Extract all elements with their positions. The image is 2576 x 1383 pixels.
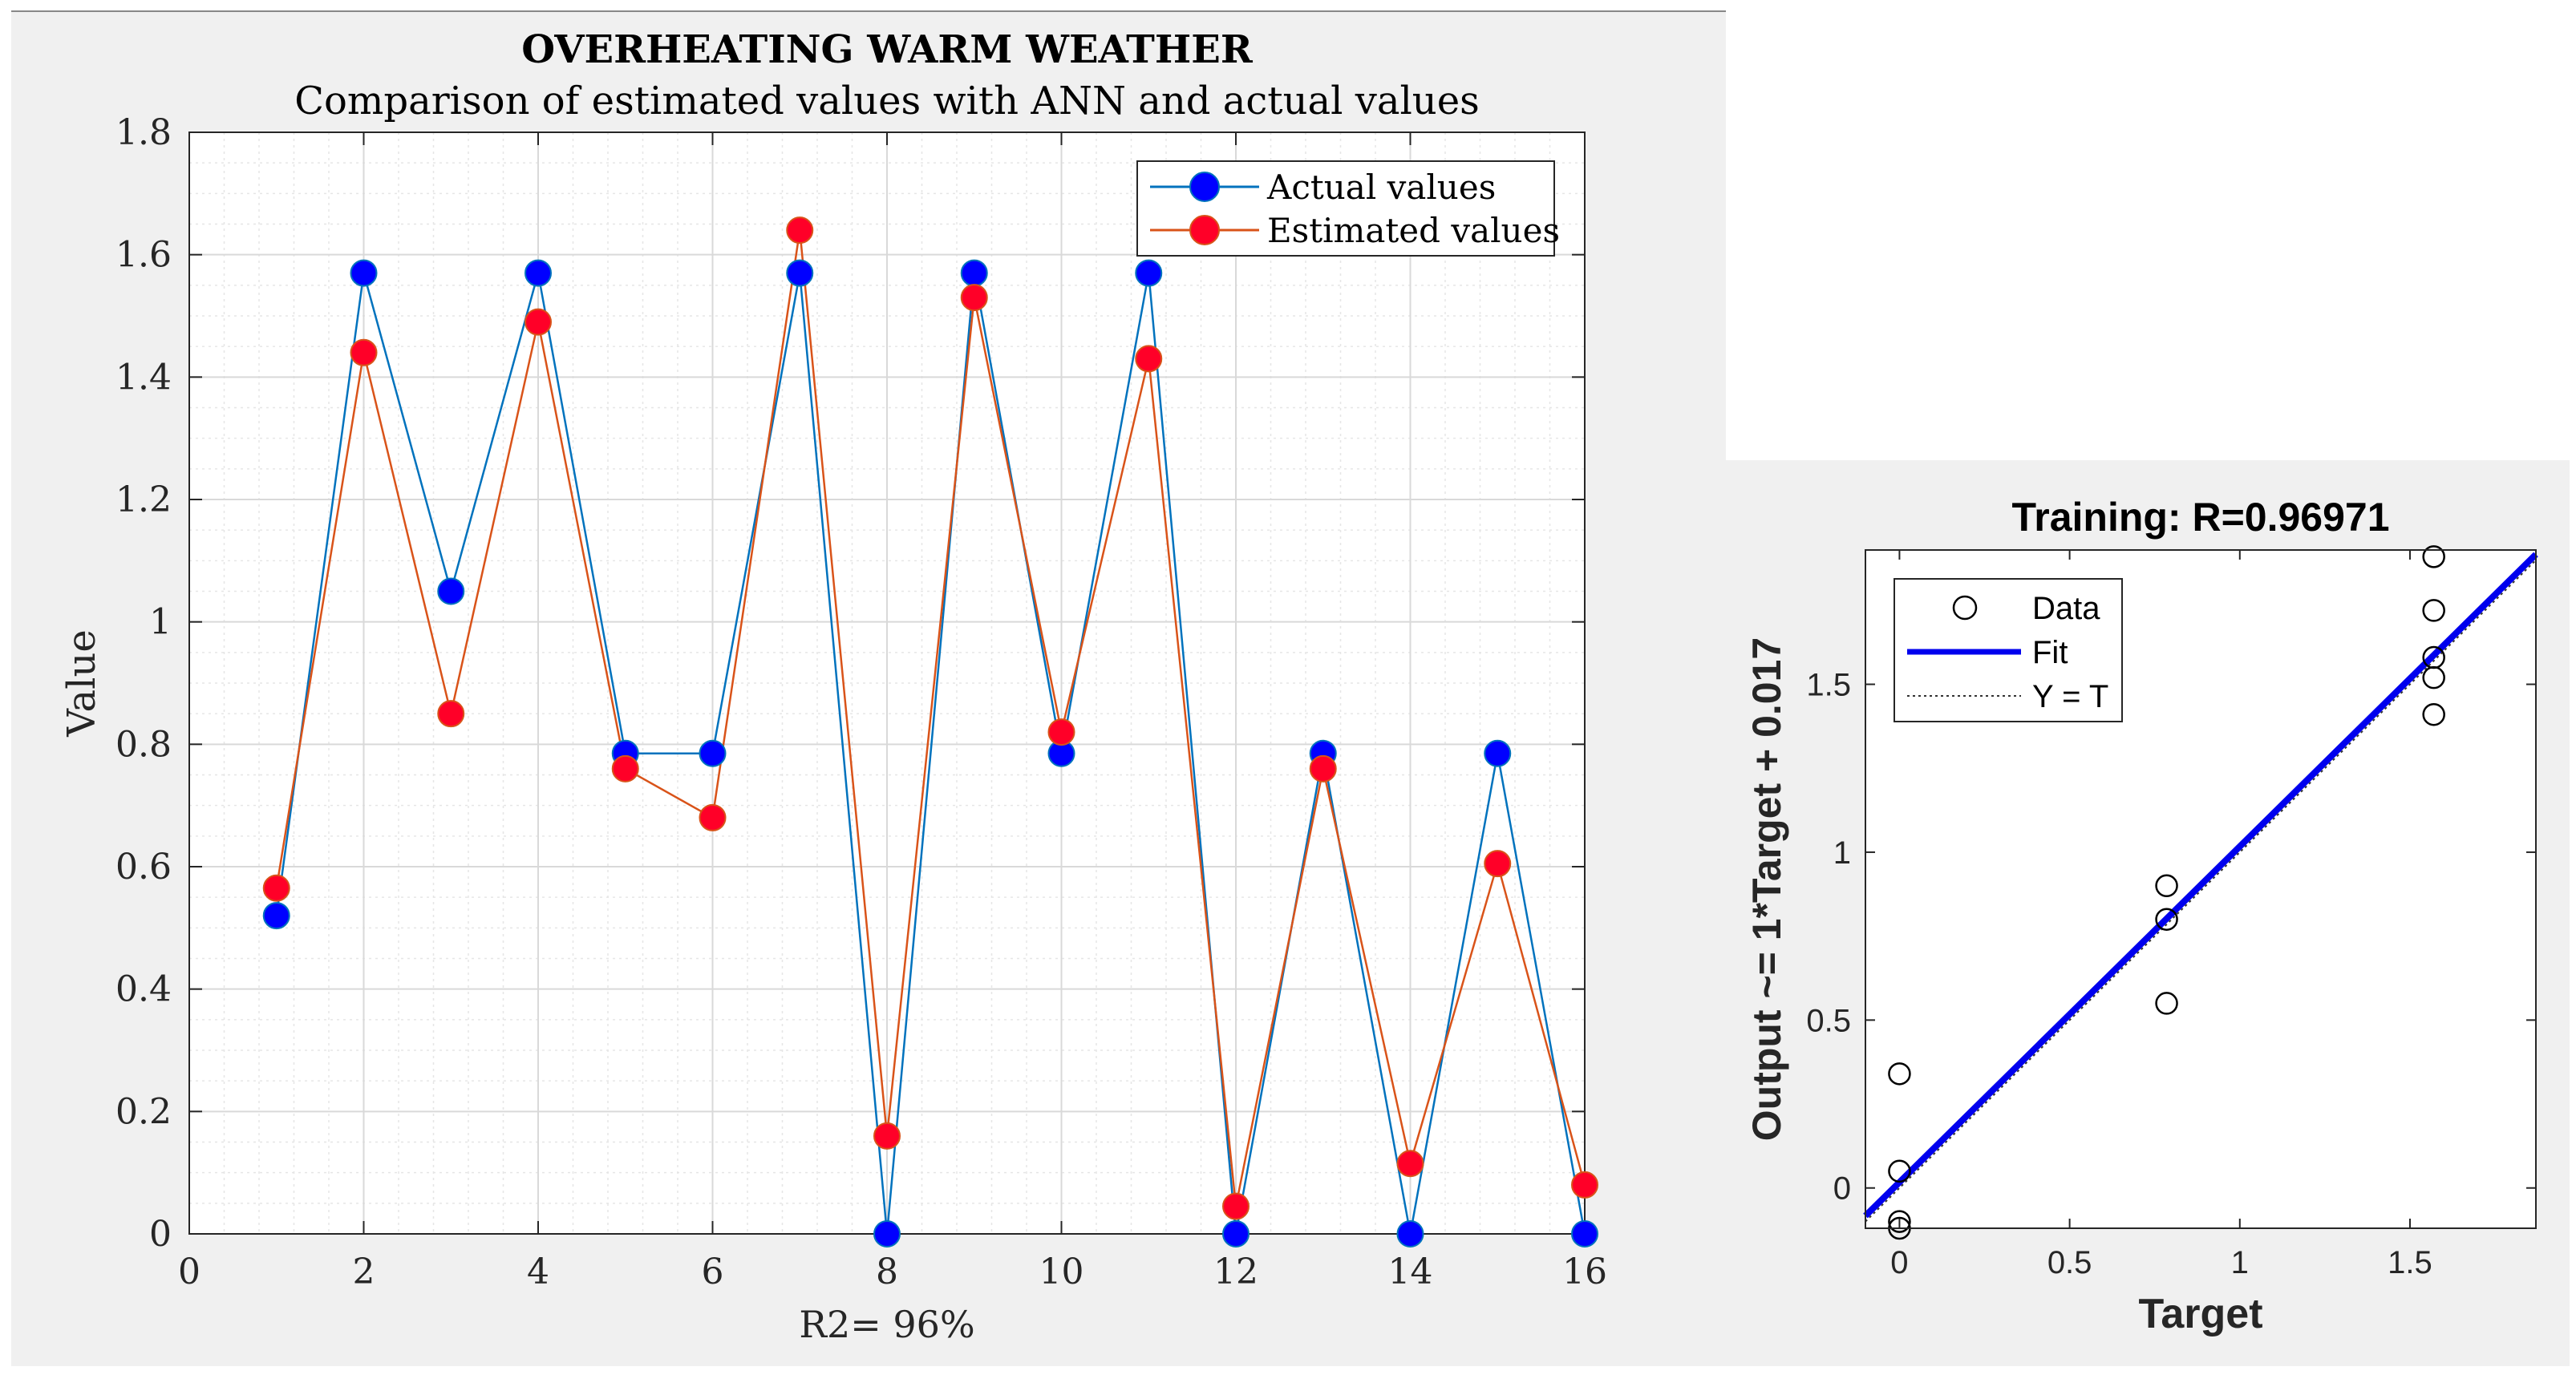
data-point-actual (1484, 739, 1512, 767)
data-point-estimated (611, 754, 639, 782)
legend-estimated-label: Estimated values (1267, 211, 1560, 250)
legend: Actual values Estimated values (1136, 160, 1560, 257)
x-axis-label: R2= 96% (799, 1303, 974, 1346)
data-point-estimated (1309, 754, 1337, 782)
y-tick-label: 1.5 (1806, 668, 1851, 703)
x-tick-label: 12 (1213, 1252, 1258, 1292)
tick-marks (1865, 550, 2536, 1228)
legend-fit-label: Fit (2032, 635, 2068, 670)
y-tick-label: 1.6 (115, 235, 172, 276)
y-tick-label: 0.4 (115, 969, 172, 1010)
regression-chart: 0 0.5 1 1.5 0 0.5 1 1.5 Training: R=0.96971 Ta… (1744, 495, 2538, 1337)
x-tick-label: 4 (527, 1252, 549, 1292)
legend-yt-label: Y = T (2032, 679, 2108, 714)
data-point-actual (1396, 1220, 1424, 1248)
fit-line (1863, 552, 2538, 1219)
x-tick-label: 2 (353, 1252, 375, 1292)
data-point-estimated (262, 874, 290, 902)
data-point-estimated (1571, 1171, 1598, 1199)
data-point-estimated (699, 803, 727, 831)
data-point-actual (350, 259, 378, 287)
data-point-actual (262, 902, 290, 930)
chart-subtitle: Comparison of estimated values with ANN … (294, 79, 1480, 123)
chart-title: OVERHEATING WARM WEATHER (521, 27, 1254, 72)
data-point-estimated (437, 700, 465, 728)
x-tick-label: 1.5 (2388, 1245, 2432, 1280)
x-tick-label: 10 (1039, 1252, 1084, 1292)
series-group (1863, 545, 2538, 1240)
x-tick-label: 0 (178, 1252, 200, 1292)
x-tick-label: 8 (876, 1252, 898, 1292)
data-point-estimated (525, 308, 552, 336)
x-tick-labels: 0 0.5 1 1.5 (1890, 1245, 2432, 1280)
series-group (262, 216, 1598, 1248)
line-chart: 0 2 4 6 8 10 12 14 16 0 0.2 0.4 0.6 0.8 1 1.2 1.4 1.6 1.8… (59, 27, 1607, 1346)
legend-data-label: Data (2032, 591, 2100, 626)
y-tick-labels: 0 0.5 1 1.5 (1806, 668, 1851, 1207)
data-point-estimated (1047, 718, 1075, 746)
y-tick-label: 0.5 (1806, 1003, 1851, 1038)
series-line-actual (275, 273, 1586, 1235)
x-tick-label: 0 (1890, 1245, 1908, 1280)
data-point-actual (786, 259, 814, 287)
data-point-estimated (1396, 1150, 1424, 1178)
data-point-actual (437, 577, 465, 605)
y-tick-label: 0.2 (115, 1091, 172, 1132)
data-point (2155, 908, 2178, 931)
y-tick-labels: 0 0.2 0.4 0.6 0.8 1 1.2 1.4 1.6 1.8 (115, 112, 172, 1255)
y-axis-label: Output ~= 1*Target + 0.017 (1744, 637, 1789, 1141)
x-tick-labels: 0 2 4 6 8 10 12 14 16 (178, 1252, 1607, 1292)
y-tick-label: 0.6 (115, 847, 172, 888)
data-point-estimated (1135, 345, 1163, 373)
data-point-actual (1135, 259, 1163, 287)
data-point-actual (873, 1220, 901, 1248)
x-axis-label: Target (2138, 1291, 2262, 1337)
data-point (2422, 545, 2445, 568)
data-point-estimated (960, 284, 988, 312)
chart-title: Training: R=0.96971 (2011, 495, 2389, 540)
data-point-estimated (350, 338, 378, 366)
data-point-actual (960, 259, 988, 287)
data-point-estimated (873, 1122, 901, 1150)
data-point-actual (1222, 1220, 1250, 1248)
legend-actual-label: Actual values (1266, 168, 1496, 207)
x-tick-label: 16 (1562, 1252, 1607, 1292)
x-tick-label: 14 (1388, 1252, 1433, 1292)
x-tick-label: 1 (2231, 1245, 2249, 1280)
y-tick-label: 1 (1833, 835, 1851, 871)
series-line-estimated (275, 229, 1586, 1207)
data-point (1888, 1210, 1911, 1233)
data-point-estimated (1484, 850, 1512, 878)
data-point-actual (525, 259, 552, 287)
x-tick-label: 0.5 (2047, 1245, 2092, 1280)
legend-data-marker (1952, 595, 1978, 621)
y-tick-label: 0 (1833, 1171, 1851, 1207)
data-point (1888, 1062, 1911, 1086)
data-point (2422, 665, 2445, 689)
legend: Data Fit Y = T (1894, 578, 2123, 722)
legend-estimated-marker (1189, 215, 1220, 245)
y-tick-label: 0.8 (115, 724, 172, 765)
y-tick-label: 1.4 (115, 357, 172, 398)
y-axis-label: Value (59, 629, 104, 738)
y-tick-label: 1 (149, 602, 172, 643)
data-point-actual (1571, 1220, 1598, 1248)
data-point (2155, 874, 2178, 898)
x-tick-label: 6 (702, 1252, 724, 1292)
data-point-estimated (1222, 1192, 1250, 1220)
y-tick-label: 1.8 (115, 112, 172, 153)
data-point-actual (699, 739, 727, 767)
data-point-estimated (786, 216, 814, 245)
data-point (1888, 1159, 1911, 1183)
y-tick-label: 0 (149, 1214, 172, 1255)
data-point (2422, 702, 2445, 726)
legend-actual-marker (1189, 172, 1220, 202)
y-tick-label: 1.2 (115, 479, 172, 520)
plot-frame (1865, 549, 2537, 1229)
data-point (2422, 599, 2445, 622)
data-point (2155, 992, 2178, 1015)
